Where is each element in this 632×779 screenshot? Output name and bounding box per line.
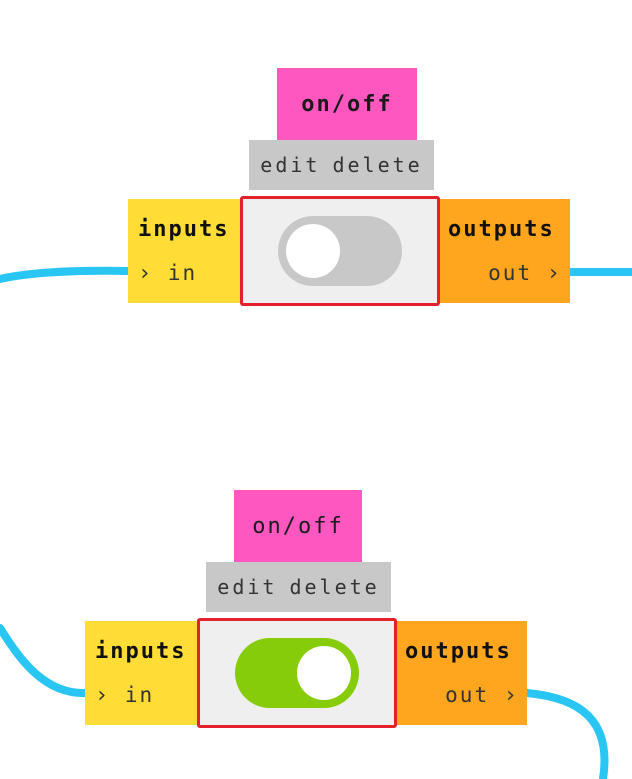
node-toolbar: edit delete [206, 562, 391, 612]
delete-button[interactable]: delete [332, 153, 423, 177]
chevron-right-icon: › [546, 261, 562, 286]
delete-button[interactable]: delete [289, 575, 380, 599]
input-port[interactable]: › in [95, 683, 154, 708]
outputs-heading: outputs [448, 217, 555, 242]
output-port[interactable]: out › [445, 683, 519, 708]
output-port-label: out [445, 683, 490, 707]
chevron-right-icon: › [95, 683, 111, 708]
toggle-switch[interactable] [278, 216, 402, 286]
outputs-panel: outputs out › [440, 199, 570, 303]
edit-button[interactable]: edit [260, 153, 321, 177]
input-port[interactable]: › in [138, 261, 197, 286]
node-title[interactable]: on/off [277, 68, 417, 140]
inputs-heading: inputs [138, 217, 230, 242]
chevron-right-icon: › [138, 261, 154, 286]
toggle-switch[interactable] [235, 638, 359, 708]
inputs-panel: inputs › in [128, 199, 240, 303]
toggle-knob[interactable] [297, 646, 351, 700]
node-body [240, 196, 440, 306]
edit-button[interactable]: edit [217, 575, 278, 599]
inputs-panel: inputs › in [85, 621, 197, 725]
output-port[interactable]: out › [488, 261, 562, 286]
input-port-label: in [124, 683, 155, 707]
wire-into-node-1[interactable] [0, 266, 134, 283]
node-body [197, 618, 397, 728]
outputs-panel: outputs out › [397, 621, 527, 725]
toggle-knob[interactable] [286, 224, 340, 278]
inputs-heading: inputs [95, 639, 187, 664]
outputs-heading: outputs [405, 639, 512, 664]
wire-out-of-node-2[interactable] [523, 689, 609, 779]
output-port-label: out [488, 261, 533, 285]
chevron-right-icon: › [503, 683, 519, 708]
node-title[interactable]: on/off [234, 490, 362, 562]
node-toolbar: edit delete [249, 140, 434, 190]
input-port-label: in [167, 261, 198, 285]
wire-into-node-2[interactable] [0, 624, 91, 698]
